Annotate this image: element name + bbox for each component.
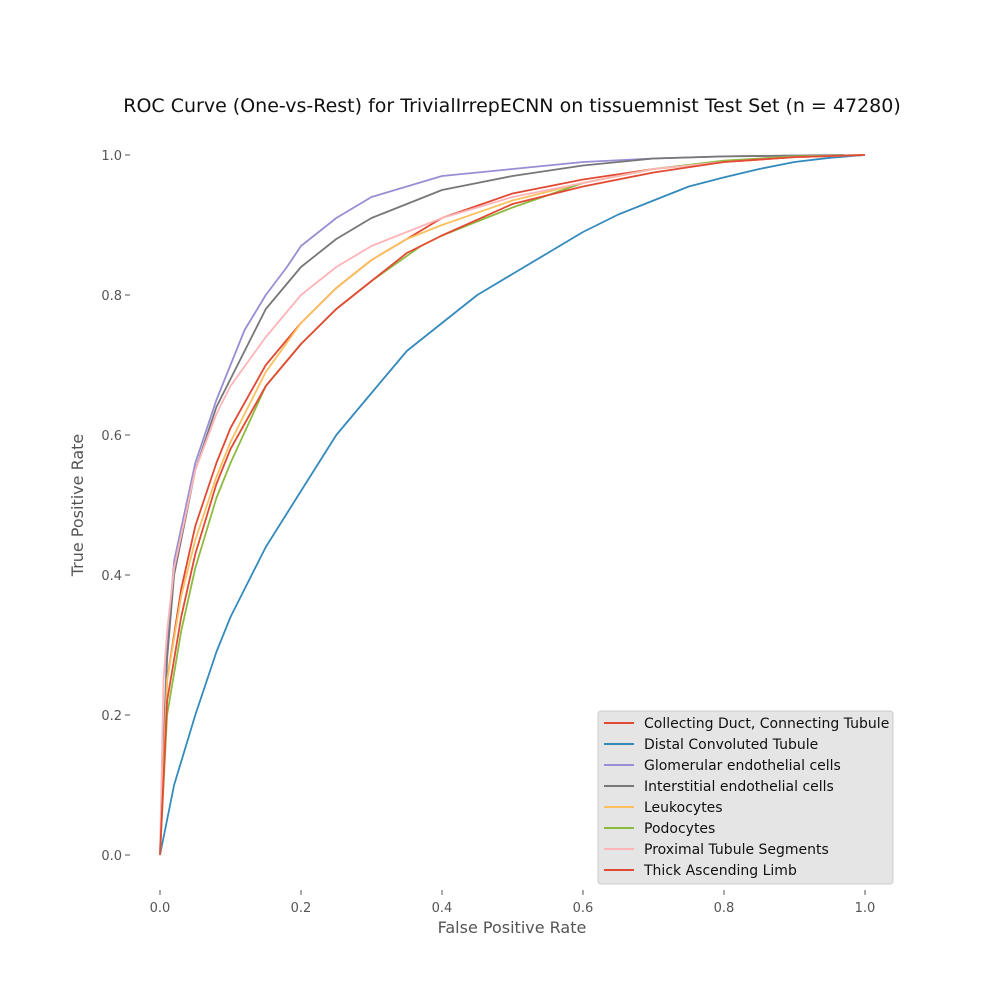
y-tick-label: 1.0 <box>101 149 122 164</box>
legend-label: Podocytes <box>644 821 715 837</box>
legend: Collecting Duct, Connecting Tubule Distal… <box>597 710 894 885</box>
x-tick-label: 1.0 <box>855 901 876 916</box>
x-tick-label: 0.6 <box>573 901 594 916</box>
legend-label: Collecting Duct, Connecting Tubule <box>644 716 889 732</box>
roc-line-glomerular-endothelial-cells <box>159 154 866 856</box>
legend-label: Thick Ascending Limb <box>643 863 797 879</box>
x-axis-label: False Positive Rate <box>438 918 587 937</box>
x-tick-label: 0.4 <box>432 901 453 916</box>
x-tick-label: 0.2 <box>291 901 312 916</box>
roc-line-thick-ascending-limb <box>159 154 866 856</box>
x-tick-label: 0.8 <box>714 901 735 916</box>
y-tick-label: 0.8 <box>101 289 122 304</box>
y-tick-label: 0.6 <box>101 429 122 444</box>
legend-label: Distal Convoluted Tubule <box>644 737 818 753</box>
legend-label: Interstitial endothelial cells <box>644 779 834 795</box>
y-tick-label: 0.4 <box>101 569 122 584</box>
y-axis-ticks: 0.0 0.2 0.4 0.6 0.8 1.0 <box>101 149 130 864</box>
chart-title: ROC Curve (One-vs-Rest) for TrivialIrrep… <box>123 95 901 117</box>
series-lines <box>159 154 866 856</box>
roc-line-distal-convoluted-tubule <box>159 154 866 856</box>
legend-label: Proximal Tubule Segments <box>644 842 829 858</box>
legend-label: Glomerular endothelial cells <box>644 758 841 774</box>
legend-box <box>597 710 894 885</box>
x-axis-ticks: 0.0 0.2 0.4 0.6 0.8 1.0 <box>150 890 876 916</box>
y-tick-label: 0.2 <box>101 709 122 724</box>
y-tick-label: 0.0 <box>101 849 122 864</box>
y-axis-label: True Positive Rate <box>68 434 87 578</box>
roc-line-proximal-tubule-segments <box>159 154 866 856</box>
x-tick-label: 0.0 <box>150 901 171 916</box>
legend-label: Leukocytes <box>644 800 723 816</box>
